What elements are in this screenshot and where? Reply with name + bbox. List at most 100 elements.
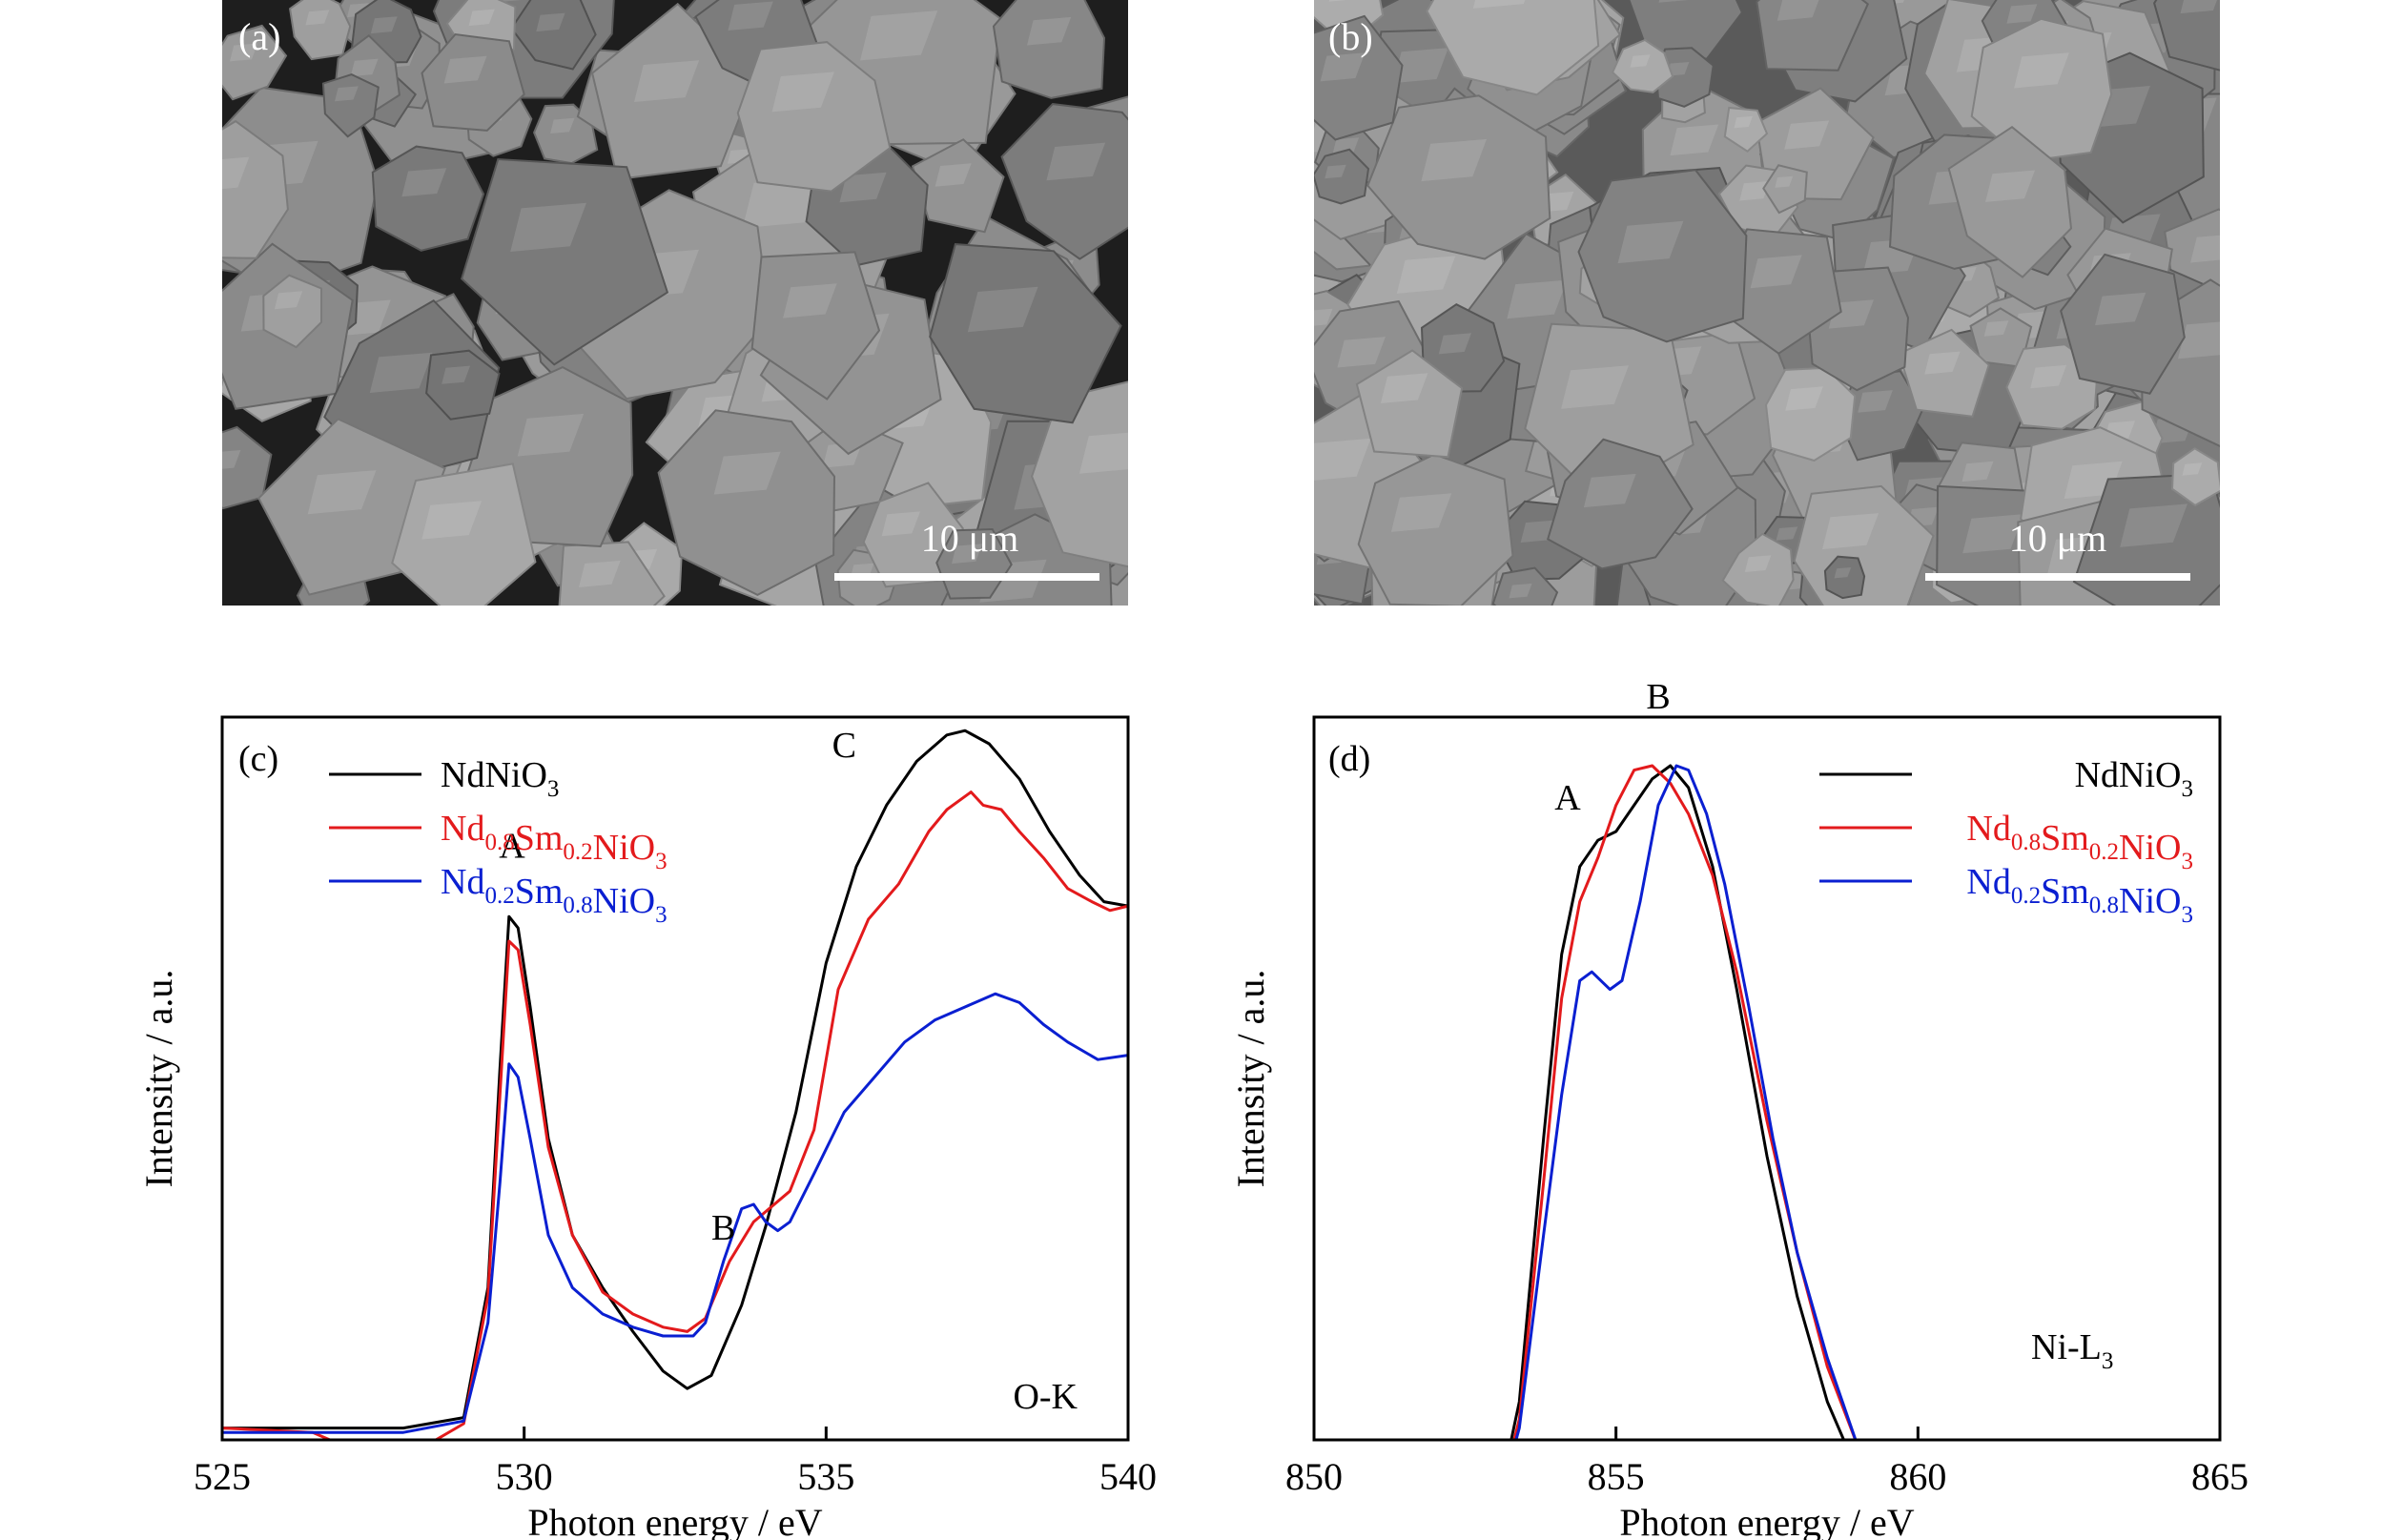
sem-particle-facet [2190,235,2220,263]
sem-particle [461,157,669,366]
legend-entry: Nd0.2Sm0.8NiO3 [441,862,668,928]
sem-particle-facet [1314,438,1371,481]
series-line-c-1 [222,791,1128,1440]
sem-particle-facet [1822,513,1879,550]
sem-particle-facet [1834,567,1852,579]
series-group-c [222,729,1128,1440]
sem-particle-facet [517,413,585,457]
sem-particle [2153,0,2220,72]
sem-particle-facet [1617,220,1684,264]
sem-particle-facet [1670,124,1719,156]
sem-particle [1000,103,1128,260]
sem-particle-facet [2182,462,2203,476]
sem-particle [421,32,525,132]
sem-particle-facet [579,560,621,587]
peak-label: B [711,1208,735,1248]
sem-particle-facet [443,55,487,84]
sem-particle [222,24,288,101]
sem-particle-facet [1744,555,1772,572]
sem-particle-facet [2178,321,2220,359]
sem-particle-facet [1750,255,1802,289]
x-axis-title-d: Photon energy / eV [1619,1501,1914,1540]
sem-particle-facet [2030,364,2067,389]
sem-particle [1756,0,1870,72]
sem-particle [2005,343,2099,430]
sem-particle [425,349,501,421]
panel-label-d: (d) [1328,739,1370,779]
chart-d: Intensity / a.u. Photon energy / eV (d) … [1229,677,2249,1540]
sem-particles-b [1314,0,2220,606]
peak-label: B [1646,677,1670,717]
sem-particle-facet [1924,351,1961,375]
x-tick-label: 850 [1285,1455,1343,1498]
sem-particle-facet [1734,115,1753,129]
sem-particle-facet [1507,279,1568,319]
sem-particle [1031,380,1128,568]
sem-particle [2170,447,2220,507]
sem-particle [1764,366,1857,462]
sem-particle [1547,438,1694,570]
sem-particle [222,119,289,259]
sem-particle-facet [1777,0,1819,21]
scale-bar-a [834,573,1099,581]
sem-particle [1426,0,1600,96]
sem-particle-facet [421,501,483,540]
sem-particle-facet [1983,320,2009,337]
sem-particle-facet [550,117,575,133]
x-ticks-c: 525 530 535 540 [194,1427,1157,1498]
sem-particle-facet [350,58,379,77]
sem-particle [657,409,836,597]
x-tick-label: 860 [1889,1455,1946,1498]
legend-entry: Nd0.8Sm0.2NiO3 [1966,809,2193,874]
sem-particle-facet [2014,52,2069,89]
sem-panel-b: (b) 10 μm [1314,0,2220,606]
x-tick-label: 865 [2191,1455,2249,1498]
sem-particle-facet [839,172,887,203]
sem-particle-facet [1314,308,1333,326]
sem-particles-a [222,0,1128,606]
sem-particle-facet [1739,180,1771,201]
sem-particle-facet [370,16,398,34]
sem-particle-facet [713,451,781,495]
sem-particle-facet [230,43,258,62]
sem-particle-facet [222,156,250,190]
sem-particle [1947,125,2073,278]
sem-particle-facet [1858,390,1893,413]
sem-particle-facet [1583,473,1636,508]
sem-particle-facet [742,176,822,229]
y-axis-title-d: Intensity / a.u. [1229,970,1272,1188]
sem-particle-facet [536,12,565,32]
sem-particle-facet [1380,373,1428,403]
sem-particle-facet [967,286,1038,333]
x-axis-title-c: Photon energy / eV [527,1501,822,1540]
legend-entry: NdNiO3 [441,755,559,802]
chart-c: Intensity / a.u. Photon energy / eV (c) … [137,715,1157,1540]
series-line-d-2 [1514,764,1858,1440]
sem-particle-facet [1390,493,1452,532]
sem-particle [992,0,1106,99]
sem-particle-facet [1961,461,1994,483]
sem-particle-facet [2006,4,2038,24]
plot-frame-d [1312,715,2222,1442]
peak-labels-c: A B C [499,726,856,1248]
sem-particle-facet [305,10,330,26]
sem-particle-facet [1667,62,1690,76]
sem-particle [1314,14,1404,141]
panel-label-b: (b) [1328,15,1373,58]
series-line-c-0 [222,729,1128,1430]
sem-particle-facet [1328,0,1347,2]
x-tick-label: 535 [797,1455,854,1498]
sem-particle [1628,0,1744,60]
sem-particle [1314,148,1370,205]
sem-particle-facet [881,511,920,537]
sem-particle-facet [1509,583,1532,599]
sem-particle [1721,532,1795,606]
sem-particle [935,527,1013,600]
sem-particle-facet [1561,365,1629,409]
sem-particle-facet [1393,48,1448,84]
sem-particle-facet [1438,333,1471,355]
sem-particle [1611,38,1674,93]
